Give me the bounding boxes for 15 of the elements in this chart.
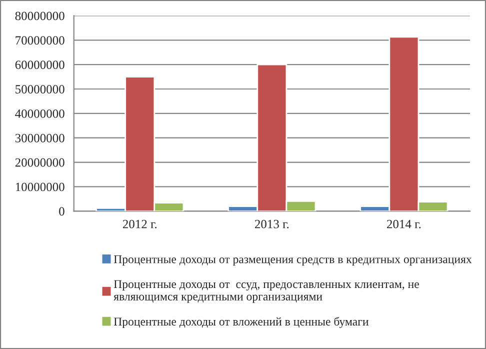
y-tick-label: 80000000 bbox=[15, 12, 64, 20]
x-tick-label: 2013 г. bbox=[254, 220, 289, 228]
legend-label: Процентные доходы от ссуд, предоставленных клиентам, не являющимся кредитными организациями bbox=[114, 280, 419, 303]
y-tick-label: 40000000 bbox=[15, 109, 64, 118]
x-tick-label: 2012 г. bbox=[122, 220, 157, 228]
legend-label: Процентные доходы от вложений в ценные бумаги bbox=[114, 317, 368, 328]
y-tick-label: 60000000 bbox=[15, 60, 64, 70]
y-tick-label: 10000000 bbox=[16, 182, 64, 192]
y-tick-label: 20000000 bbox=[15, 158, 64, 167]
y-tick-label: 30000000 bbox=[15, 134, 64, 142]
y-tick-label: 0 bbox=[59, 207, 64, 216]
legend-label: Процентные доходы от размещения средств в кредитных организациях bbox=[114, 255, 472, 266]
x-tick-label: 2014 г. bbox=[387, 220, 421, 228]
y-tick-label: 50000000 bbox=[16, 85, 64, 94]
y-tick-label: 70000000 bbox=[16, 36, 64, 45]
